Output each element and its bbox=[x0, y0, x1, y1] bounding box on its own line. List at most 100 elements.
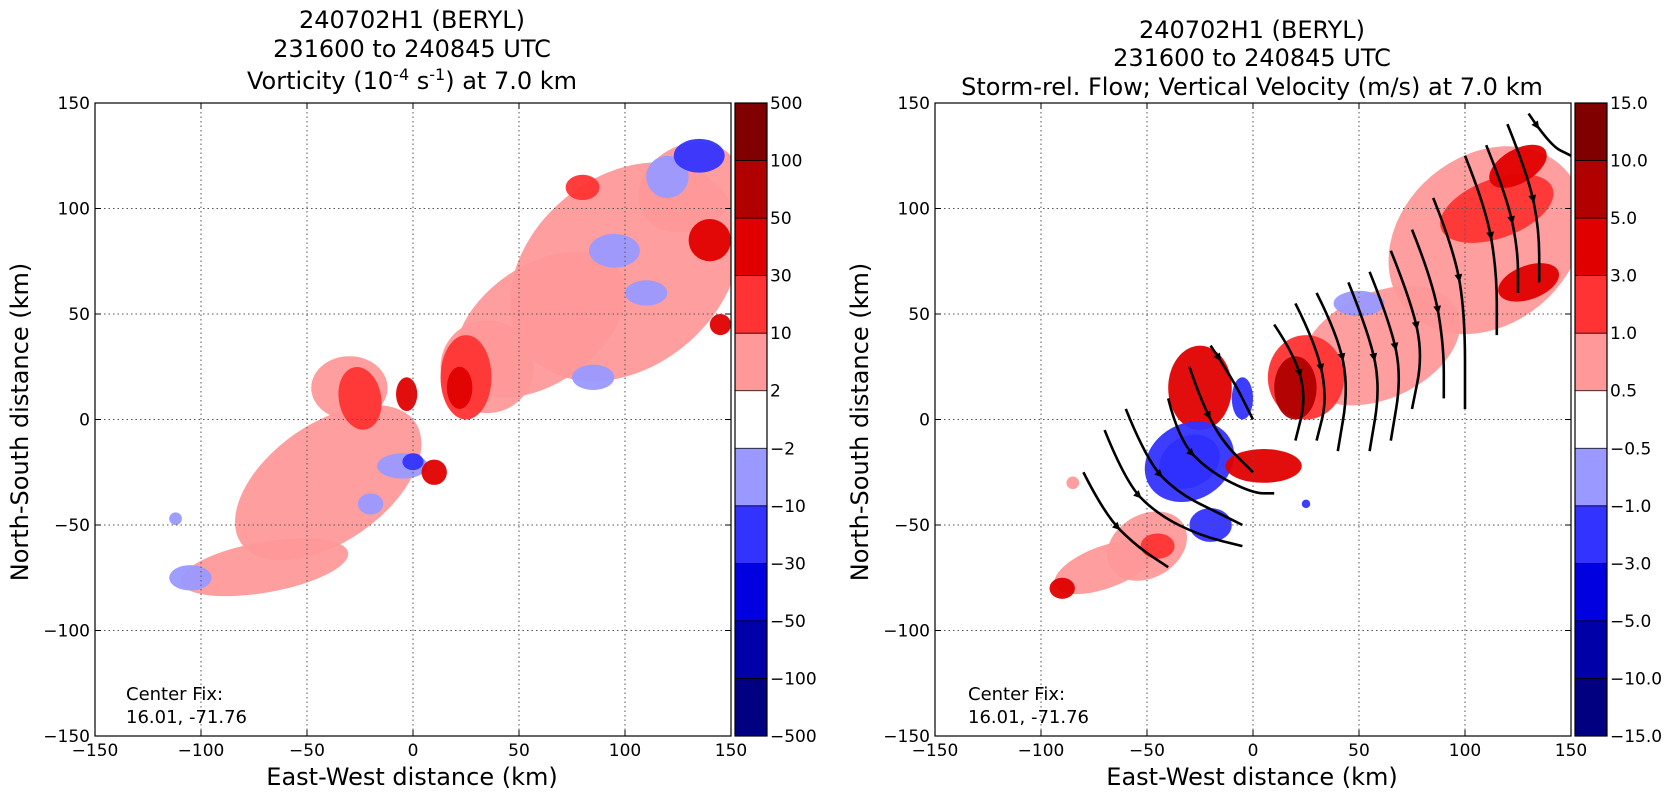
streamline bbox=[1527, 112, 1571, 157]
x-tick-label: −50 bbox=[289, 741, 325, 761]
streamline-arrow bbox=[1337, 352, 1346, 362]
y-axis-label: North-South distance (km) bbox=[6, 263, 34, 582]
axis-ticks: −150 150 −100 100 −50 50 0 0 50 −50 100 −100 150 −150 bbox=[43, 94, 747, 761]
colorbar-band bbox=[735, 678, 767, 737]
title-var-sup2: -1 bbox=[429, 65, 445, 84]
field-region bbox=[1140, 533, 1175, 559]
colorbar-band bbox=[1575, 678, 1607, 737]
colorbar-label: 100 bbox=[770, 152, 802, 172]
colorbar-label: −0.5 bbox=[1610, 439, 1651, 459]
field-region bbox=[572, 364, 615, 390]
colorbar-label: −10 bbox=[770, 497, 806, 517]
colorbar-label: −50 bbox=[770, 612, 806, 632]
title-var-mid: s bbox=[409, 67, 429, 95]
colorbar-band bbox=[735, 390, 767, 449]
colorbar-band bbox=[735, 160, 767, 219]
colorbar-band bbox=[735, 218, 767, 277]
colorbar-band bbox=[735, 563, 767, 622]
field-region bbox=[1301, 499, 1311, 509]
x-tick-label: 0 bbox=[1248, 741, 1259, 761]
streamline-arrow bbox=[1390, 342, 1399, 351]
field-region bbox=[421, 459, 447, 485]
panel-title-line3: Storm-rel. Flow; Vertical Velocity (m/s)… bbox=[961, 73, 1543, 101]
colorbar-label: −30 bbox=[770, 554, 806, 574]
y-tick-label: −150 bbox=[43, 727, 90, 747]
streamline-arrow bbox=[1411, 321, 1420, 330]
colorbar-label: −1.0 bbox=[1610, 497, 1651, 517]
colorbar-label: −100 bbox=[770, 669, 817, 689]
streamline-arrow bbox=[1528, 194, 1537, 204]
streamline-arrow bbox=[1133, 490, 1142, 499]
streamlines bbox=[1082, 112, 1571, 569]
colorbar-label: −10.0 bbox=[1610, 669, 1662, 689]
field-region bbox=[646, 155, 689, 198]
colorbar-label: −15.0 bbox=[1610, 727, 1662, 747]
streamline-arrow bbox=[1433, 305, 1442, 314]
streamline-arrow bbox=[1369, 352, 1378, 362]
streamline-arrow bbox=[1507, 215, 1515, 225]
y-tick-label: −50 bbox=[894, 516, 930, 536]
field-region bbox=[673, 138, 725, 173]
streamline-arrow bbox=[1213, 352, 1222, 362]
x-tick-label: 100 bbox=[609, 741, 641, 761]
colorbar-label: 1.0 bbox=[1610, 324, 1637, 344]
colorbar-band bbox=[735, 103, 767, 162]
y-tick-label: −100 bbox=[43, 622, 90, 642]
y-tick-label: 0 bbox=[919, 411, 930, 431]
vorticity-panel: 240702H1 (BERYL) 231600 to 240845 UTC Vo… bbox=[6, 6, 817, 791]
streamline-arrow bbox=[1203, 410, 1211, 420]
y-tick-label: 100 bbox=[58, 200, 90, 220]
colorbar-band bbox=[1575, 620, 1607, 679]
field-region bbox=[446, 366, 473, 409]
x-tick-label: 100 bbox=[1449, 741, 1481, 761]
vertical-velocity-panel: 240702H1 (BERYL) 231600 to 240845 UTC St… bbox=[846, 16, 1662, 791]
colorbar-band bbox=[1575, 275, 1607, 334]
field-region bbox=[625, 280, 668, 306]
colorbar-frame bbox=[1574, 102, 1608, 737]
colorbar-label: 0.5 bbox=[1610, 382, 1637, 402]
y-tick-label: 150 bbox=[58, 94, 90, 114]
title-var-pre: Vorticity (10 bbox=[247, 67, 393, 95]
colorbar-band bbox=[1575, 160, 1607, 219]
colorbar-band bbox=[1575, 505, 1607, 564]
title-var-post: ) at 7.0 km bbox=[445, 67, 577, 95]
field-region bbox=[565, 174, 600, 201]
colorbar-band bbox=[735, 448, 767, 507]
axis-ticks: −150 150 −100 100 −50 50 0 0 50 −50 100 −100 150 −150 bbox=[883, 94, 1587, 761]
field-region bbox=[1498, 263, 1560, 302]
y-axis-label: North-South distance (km) bbox=[846, 263, 874, 582]
streamline bbox=[1103, 429, 1243, 548]
streamline bbox=[1188, 366, 1254, 474]
streamline-arrow bbox=[1154, 469, 1163, 478]
colorbar-band bbox=[1575, 103, 1607, 162]
title-var-sup1: -4 bbox=[393, 65, 409, 84]
panel-title-line2: 231600 to 240845 UTC bbox=[1113, 44, 1391, 72]
field-region bbox=[1440, 174, 1554, 243]
streamline bbox=[1209, 344, 1255, 421]
y-tick-label: 0 bbox=[79, 411, 90, 431]
colorbar-band bbox=[735, 275, 767, 334]
colorbar: 500 100 50 30 10 2 −2 −10 −30 −50 −100 −500 bbox=[734, 94, 817, 747]
field-region bbox=[402, 453, 424, 471]
y-tick-label: 50 bbox=[908, 305, 930, 325]
x-tick-label: −100 bbox=[178, 741, 225, 761]
y-tick-label: 150 bbox=[898, 94, 930, 114]
x-tick-label: −150 bbox=[72, 741, 119, 761]
streamline-arrow bbox=[1316, 363, 1325, 373]
colorbar-label: 30 bbox=[770, 267, 792, 287]
center-fix-value: 16.01, -71.76 bbox=[968, 707, 1089, 728]
field-region bbox=[180, 538, 349, 597]
y-tick-label: −100 bbox=[883, 622, 930, 642]
streamline-arrow bbox=[1486, 231, 1495, 241]
panel-title-line3: Vorticity (10-4 s-1) at 7.0 km bbox=[247, 65, 577, 95]
streamline bbox=[1124, 408, 1243, 527]
streamline-arrow bbox=[1186, 447, 1195, 457]
x-axis-label: East-West distance (km) bbox=[1106, 763, 1397, 791]
x-tick-label: −150 bbox=[912, 741, 959, 761]
y-tick-label: 100 bbox=[898, 200, 930, 220]
x-tick-label: 50 bbox=[508, 741, 530, 761]
field-region bbox=[357, 493, 384, 515]
field-region bbox=[1049, 577, 1075, 599]
streamline-arrow bbox=[1111, 521, 1121, 531]
field-region bbox=[338, 367, 382, 430]
